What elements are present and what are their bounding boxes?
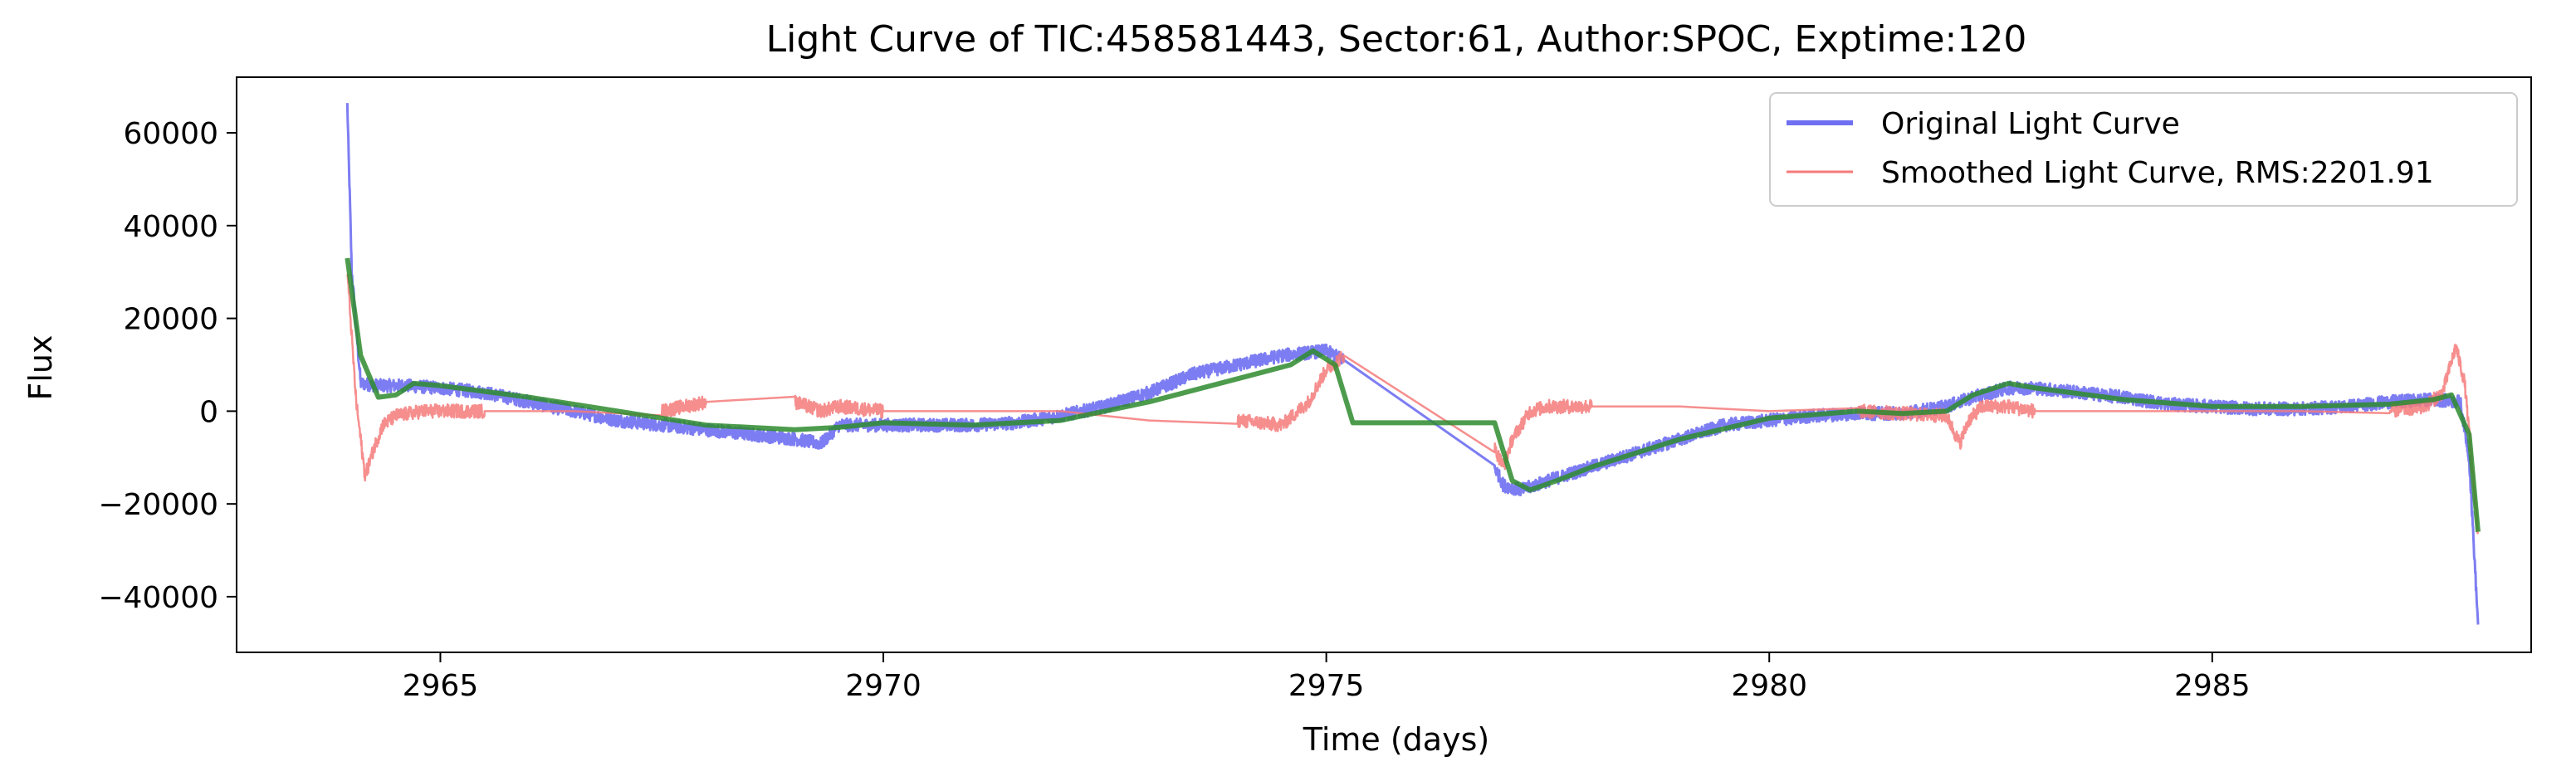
y-tick-label: −40000: [98, 581, 218, 615]
legend-label-original: Original Light Curve: [1881, 107, 2180, 141]
y-tick-label: 0: [199, 395, 218, 429]
y-tick-label: 40000: [123, 210, 218, 244]
legend-label-smoothed: Smoothed Light Curve, RMS:2201.91: [1881, 156, 2434, 190]
x-tick-label: 2965: [403, 669, 479, 703]
y-tick-label: 20000: [123, 303, 218, 337]
y-tick-label: −20000: [98, 488, 218, 522]
chart-title: Light Curve of TIC:458581443, Sector:61,…: [766, 18, 2027, 61]
x-tick-label: 2975: [1288, 669, 1365, 703]
y-tick-label: 60000: [123, 117, 218, 151]
plot-frame: [236, 76, 2532, 653]
x-tick-label: 2980: [1731, 669, 1807, 703]
x-tick-label: 2970: [845, 669, 921, 703]
x-axis-label: Time (days): [1303, 721, 1489, 758]
y-axis: −40000 −20000 0 20000 40000 60000: [98, 117, 237, 615]
series-smoothed-line: [346, 273, 2480, 534]
y-axis-label: Flux: [22, 335, 59, 401]
series-trend-line: [345, 257, 2481, 532]
legend-box: [1769, 92, 2518, 207]
x-axis: 2965 2970 2975 2980 2985: [403, 652, 2251, 703]
legend: Original Light Curve Smoothed Light Curv…: [1769, 92, 2518, 207]
x-tick-label: 2985: [2174, 669, 2251, 703]
series-layer: [345, 103, 2481, 625]
